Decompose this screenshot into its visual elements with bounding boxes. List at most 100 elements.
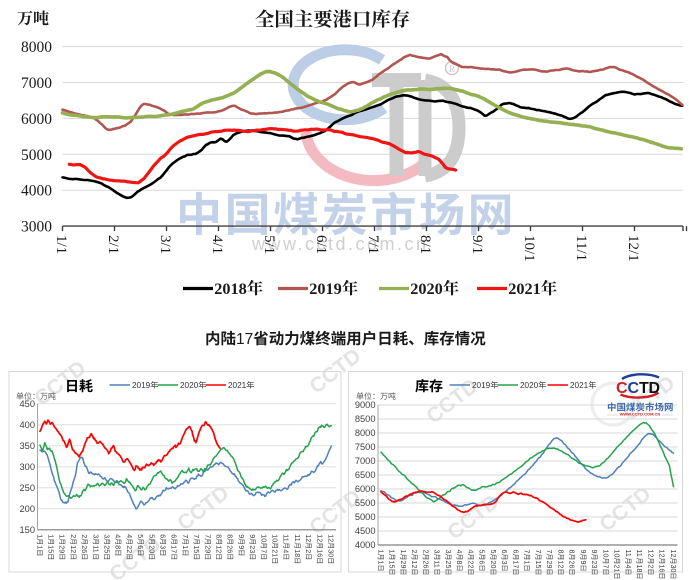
svg-text:1/1: 1/1 bbox=[53, 235, 69, 254]
svg-text:7000: 7000 bbox=[21, 75, 52, 92]
svg-text:3: 3 bbox=[159, 545, 167, 549]
svg-text:29: 29 bbox=[203, 545, 211, 553]
svg-text:16: 16 bbox=[658, 565, 666, 573]
svg-text:7: 7 bbox=[601, 565, 609, 569]
svg-text:18: 18 bbox=[293, 549, 301, 557]
svg-text:12/1: 12/1 bbox=[625, 235, 641, 262]
svg-text:26: 26 bbox=[80, 545, 88, 553]
svg-text:12: 12 bbox=[410, 561, 418, 569]
svg-text:15: 15 bbox=[192, 545, 200, 553]
svg-text:29: 29 bbox=[399, 561, 407, 569]
svg-text:12: 12 bbox=[646, 550, 654, 558]
svg-text:16: 16 bbox=[315, 549, 323, 557]
svg-text:11: 11 bbox=[293, 534, 301, 541]
svg-text:20: 20 bbox=[147, 545, 155, 553]
svg-text:11: 11 bbox=[433, 561, 441, 568]
svg-text:400: 400 bbox=[19, 420, 35, 430]
svg-text:5/1: 5/1 bbox=[261, 235, 277, 254]
svg-text:12: 12 bbox=[215, 545, 223, 553]
svg-text:1: 1 bbox=[388, 550, 396, 554]
svg-text:11: 11 bbox=[282, 534, 290, 541]
svg-text:7: 7 bbox=[181, 534, 189, 538]
svg-text:9: 9 bbox=[248, 534, 256, 538]
svg-text:2: 2 bbox=[69, 534, 77, 538]
svg-text:5000: 5000 bbox=[21, 147, 52, 164]
svg-text:12: 12 bbox=[669, 550, 677, 558]
svg-text:30: 30 bbox=[327, 549, 335, 557]
svg-text:7000: 7000 bbox=[355, 456, 376, 466]
svg-text:6: 6 bbox=[511, 550, 519, 554]
svg-text:2/1: 2/1 bbox=[105, 235, 121, 254]
svg-text:3000: 3000 bbox=[21, 219, 52, 236]
svg-text:1: 1 bbox=[35, 545, 43, 549]
svg-text:29: 29 bbox=[545, 561, 553, 569]
svg-text:17: 17 bbox=[170, 545, 178, 553]
svg-text:4: 4 bbox=[114, 534, 122, 538]
svg-text:8: 8 bbox=[455, 561, 463, 565]
svg-text:D: D bbox=[649, 380, 661, 397]
svg-text:7: 7 bbox=[203, 534, 211, 538]
svg-text:5: 5 bbox=[136, 534, 144, 538]
svg-text:C: C bbox=[616, 380, 628, 397]
svg-text:2020: 2020 bbox=[410, 279, 443, 298]
svg-text:8: 8 bbox=[215, 534, 223, 538]
svg-text:12: 12 bbox=[327, 534, 335, 542]
svg-text:25: 25 bbox=[103, 545, 111, 553]
svg-text:6: 6 bbox=[136, 545, 144, 549]
svg-text:6: 6 bbox=[159, 534, 167, 538]
svg-text:23: 23 bbox=[248, 545, 256, 553]
svg-text:3: 3 bbox=[91, 534, 99, 538]
svg-text:8: 8 bbox=[556, 550, 564, 554]
svg-text:10: 10 bbox=[613, 550, 621, 558]
svg-text:2: 2 bbox=[646, 565, 654, 569]
svg-text:2021: 2021 bbox=[508, 279, 541, 298]
svg-text:9: 9 bbox=[237, 545, 245, 549]
svg-text:6000: 6000 bbox=[355, 484, 376, 494]
svg-text:7500: 7500 bbox=[355, 442, 376, 452]
svg-text:2019: 2019 bbox=[132, 381, 151, 390]
svg-text:WWW.CCTD.COM.CN: WWW.CCTD.COM.CN bbox=[620, 412, 661, 417]
svg-text:1: 1 bbox=[181, 545, 189, 549]
svg-text:6: 6 bbox=[478, 561, 486, 565]
svg-text:1: 1 bbox=[376, 550, 384, 554]
svg-text:4: 4 bbox=[624, 565, 632, 569]
svg-text:3/1: 3/1 bbox=[157, 235, 173, 254]
svg-text:1: 1 bbox=[523, 561, 531, 565]
svg-text:17: 17 bbox=[236, 331, 253, 348]
svg-text:4500: 4500 bbox=[355, 526, 376, 536]
svg-text:9: 9 bbox=[579, 561, 587, 565]
svg-text:30: 30 bbox=[669, 565, 677, 573]
svg-text:20: 20 bbox=[489, 561, 497, 569]
svg-text:18: 18 bbox=[635, 565, 643, 573]
svg-text:6/1: 6/1 bbox=[313, 235, 329, 254]
svg-text:2019: 2019 bbox=[472, 381, 491, 390]
svg-text:12: 12 bbox=[304, 534, 312, 542]
svg-text:26: 26 bbox=[226, 545, 234, 553]
svg-text:3: 3 bbox=[444, 550, 452, 554]
svg-text:2018: 2018 bbox=[214, 279, 247, 298]
svg-text:9: 9 bbox=[237, 534, 245, 538]
svg-text:29: 29 bbox=[58, 545, 66, 553]
svg-text:7: 7 bbox=[259, 549, 267, 553]
svg-text:4/1: 4/1 bbox=[209, 235, 225, 254]
svg-text:C: C bbox=[628, 380, 640, 397]
svg-text:8000: 8000 bbox=[355, 428, 376, 438]
svg-text:4: 4 bbox=[125, 534, 133, 538]
svg-text:25: 25 bbox=[444, 561, 452, 569]
svg-text:21: 21 bbox=[271, 549, 279, 557]
svg-text:T: T bbox=[639, 380, 649, 397]
svg-text:26: 26 bbox=[568, 561, 576, 569]
svg-text:R: R bbox=[449, 64, 455, 74]
svg-text:6: 6 bbox=[500, 550, 508, 554]
svg-text:6000: 6000 bbox=[21, 111, 52, 128]
svg-text:12: 12 bbox=[315, 534, 323, 542]
svg-text:200: 200 bbox=[19, 504, 35, 514]
svg-text:8: 8 bbox=[114, 545, 122, 549]
svg-text:7/1: 7/1 bbox=[365, 235, 381, 254]
svg-text:3: 3 bbox=[103, 534, 111, 538]
svg-text:8: 8 bbox=[226, 534, 234, 538]
svg-text:22: 22 bbox=[466, 561, 474, 569]
svg-text:5: 5 bbox=[147, 534, 155, 538]
svg-text:4000: 4000 bbox=[355, 540, 376, 550]
svg-text:7: 7 bbox=[523, 550, 531, 554]
